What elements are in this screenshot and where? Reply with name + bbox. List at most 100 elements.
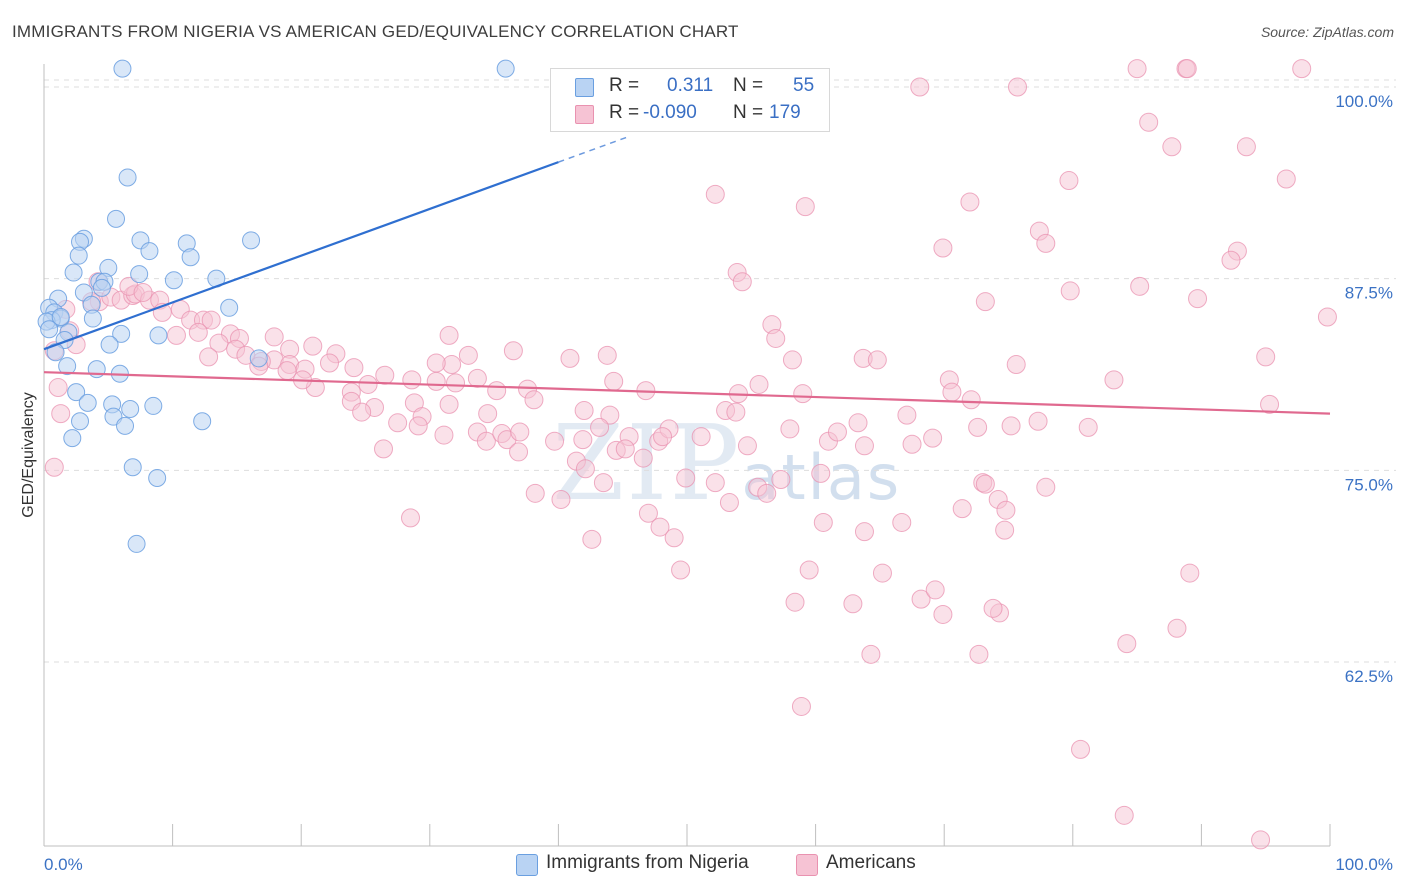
americans-point [344,358,364,378]
americans-point [1008,77,1028,97]
americans-point [843,594,863,614]
americans-point [911,589,931,609]
americans-point [861,644,881,664]
americans-point [780,419,800,439]
nigeria-point [118,168,137,187]
legend-r-label: R = [609,75,640,96]
americans-point [969,644,989,664]
americans-point [426,371,446,391]
americans-point [476,431,496,451]
legend-swatch-nigeria [575,78,594,97]
americans-point [509,442,529,462]
americans-point [854,522,874,542]
source-credit: Source: ZipAtlas.com [1260,24,1394,40]
trend-lines [43,135,1331,415]
americans-point [166,325,186,345]
americans-point [600,405,620,425]
americans-point [995,520,1015,540]
legend-n-value: 179 [769,102,801,123]
bottom-legend-swatch-americans [796,854,818,876]
americans-point [705,184,725,204]
americans-point [968,417,988,437]
y-axis-title: GED/Equivalency [20,392,37,517]
americans-point [388,413,408,433]
americans-point [1114,805,1134,825]
nigeria-point [121,400,140,418]
americans-point [510,422,530,442]
americans-point [766,328,786,348]
americans-point [133,282,153,302]
americans-point [1251,830,1271,850]
americans-point [872,563,892,583]
legend-swatch-americans [575,105,594,124]
americans-point [1221,250,1241,270]
legend-n-label: N = [733,102,764,123]
chart-title: IMMIGRANTS FROM NIGERIA VS AMERICAN GED/… [12,22,739,41]
americans-point [676,468,696,488]
americans-point [705,473,725,493]
americans-point [638,503,658,523]
americans-point [983,598,1003,618]
americans-point [48,378,68,398]
americans-point [952,499,972,519]
americans-point [615,439,635,459]
americans-points [44,59,1337,850]
americans-point [582,529,602,549]
nigeria-point [496,59,515,78]
nigeria-point [100,335,119,354]
nigeria-point [144,396,163,415]
americans-point [785,592,805,612]
americans-point [867,350,887,370]
nigeria-point [58,357,77,376]
americans-point [1104,370,1124,390]
x-tick-label: 100.0% [1335,855,1393,874]
americans-point [633,448,653,468]
americans-point [426,353,446,373]
americans-point [664,528,684,548]
americans-point [925,580,945,600]
nigeria-point [113,59,132,78]
americans-point [551,489,571,509]
americans-point [487,381,507,401]
nigeria-point [130,265,149,284]
americans-point [1276,169,1296,189]
americans-point [749,374,769,394]
americans-point [782,350,802,370]
americans-point [732,272,752,292]
americans-point [1139,112,1159,132]
americans-point [319,353,339,373]
legend-r-value: 0.311 [667,75,714,96]
legend-n-label: N = [733,75,764,96]
americans-point [1001,416,1021,436]
nigeria-point [123,458,142,477]
americans-point [1317,307,1337,327]
nigeria-point [63,429,82,448]
americans-point [277,361,297,381]
americans-point [597,345,617,365]
legend-r-value: -0.090 [643,102,697,123]
nigeria-trend-line [43,161,559,351]
americans-point [374,439,394,459]
nigeria-point [51,308,70,326]
nigeria-point [67,383,86,402]
americans-point [961,390,981,410]
americans-point [933,238,953,258]
americans-point [996,500,1016,520]
americans-point [1260,394,1280,414]
americans-point [795,197,815,217]
americans-point [303,336,323,356]
americans-point [771,470,791,490]
americans-point [1180,563,1200,583]
americans-point [574,401,594,421]
americans-point [1130,276,1150,296]
americans-point [458,345,478,365]
americans-point [264,327,284,347]
americans-point [604,371,624,391]
americans-point [401,508,421,528]
americans-point [446,373,466,393]
nigeria-point [127,534,146,553]
americans-point [848,413,868,433]
nigeria-point [64,263,83,282]
americans-point [1117,634,1137,654]
